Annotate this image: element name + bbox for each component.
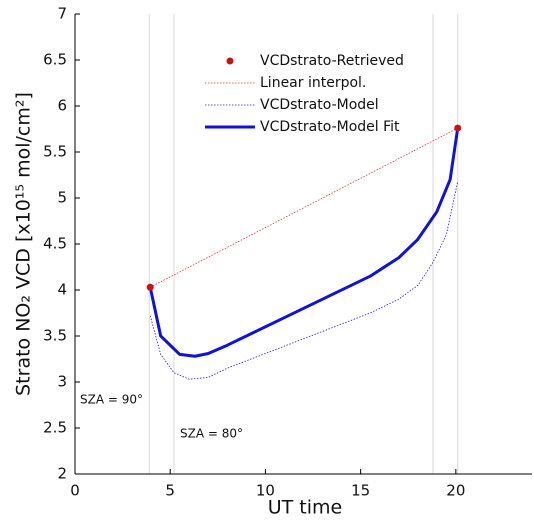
- legend-marker: [226, 57, 234, 65]
- annotation: SZA = 80°: [180, 427, 243, 441]
- y-axis-title: Strato NO₂ VCD [x10¹⁵ mol/cm²]: [13, 92, 35, 396]
- legend-label: Linear interpol.: [260, 75, 366, 91]
- y-tick-label: 3: [57, 373, 67, 391]
- y-tick-label: 4: [57, 281, 67, 299]
- x-axis-title: UT time: [268, 497, 342, 519]
- series-line: [149, 181, 459, 380]
- y-tick-label: 3.5: [43, 327, 67, 345]
- x-tick-label: 5: [165, 482, 175, 500]
- x-tick-label: 0: [70, 482, 80, 500]
- x-tick-label: 20: [446, 482, 465, 500]
- legend-label: VCDstrato-Model: [260, 97, 379, 113]
- y-tick-label: 2.5: [43, 419, 67, 437]
- y-tick-label: 5.5: [43, 143, 67, 161]
- y-tick-label: 5: [57, 189, 67, 207]
- y-tick-label: 7: [57, 5, 67, 23]
- y-tick-label: 6.5: [43, 51, 67, 69]
- data-point: [454, 124, 462, 132]
- series-line: [150, 127, 458, 288]
- x-tick-label: 15: [351, 482, 370, 500]
- x-tick-label: 10: [256, 482, 275, 500]
- legend-label: VCDstrato-Model Fit: [260, 119, 400, 135]
- data-point: [146, 283, 154, 291]
- legend-label: VCDstrato-Retrieved: [260, 53, 404, 69]
- series-line: [148, 127, 460, 358]
- y-tick-label: 6: [57, 97, 67, 115]
- annotation: SZA = 90°: [80, 393, 143, 407]
- y-tick-label: 2: [57, 465, 67, 483]
- y-tick-label: 4.5: [43, 235, 67, 253]
